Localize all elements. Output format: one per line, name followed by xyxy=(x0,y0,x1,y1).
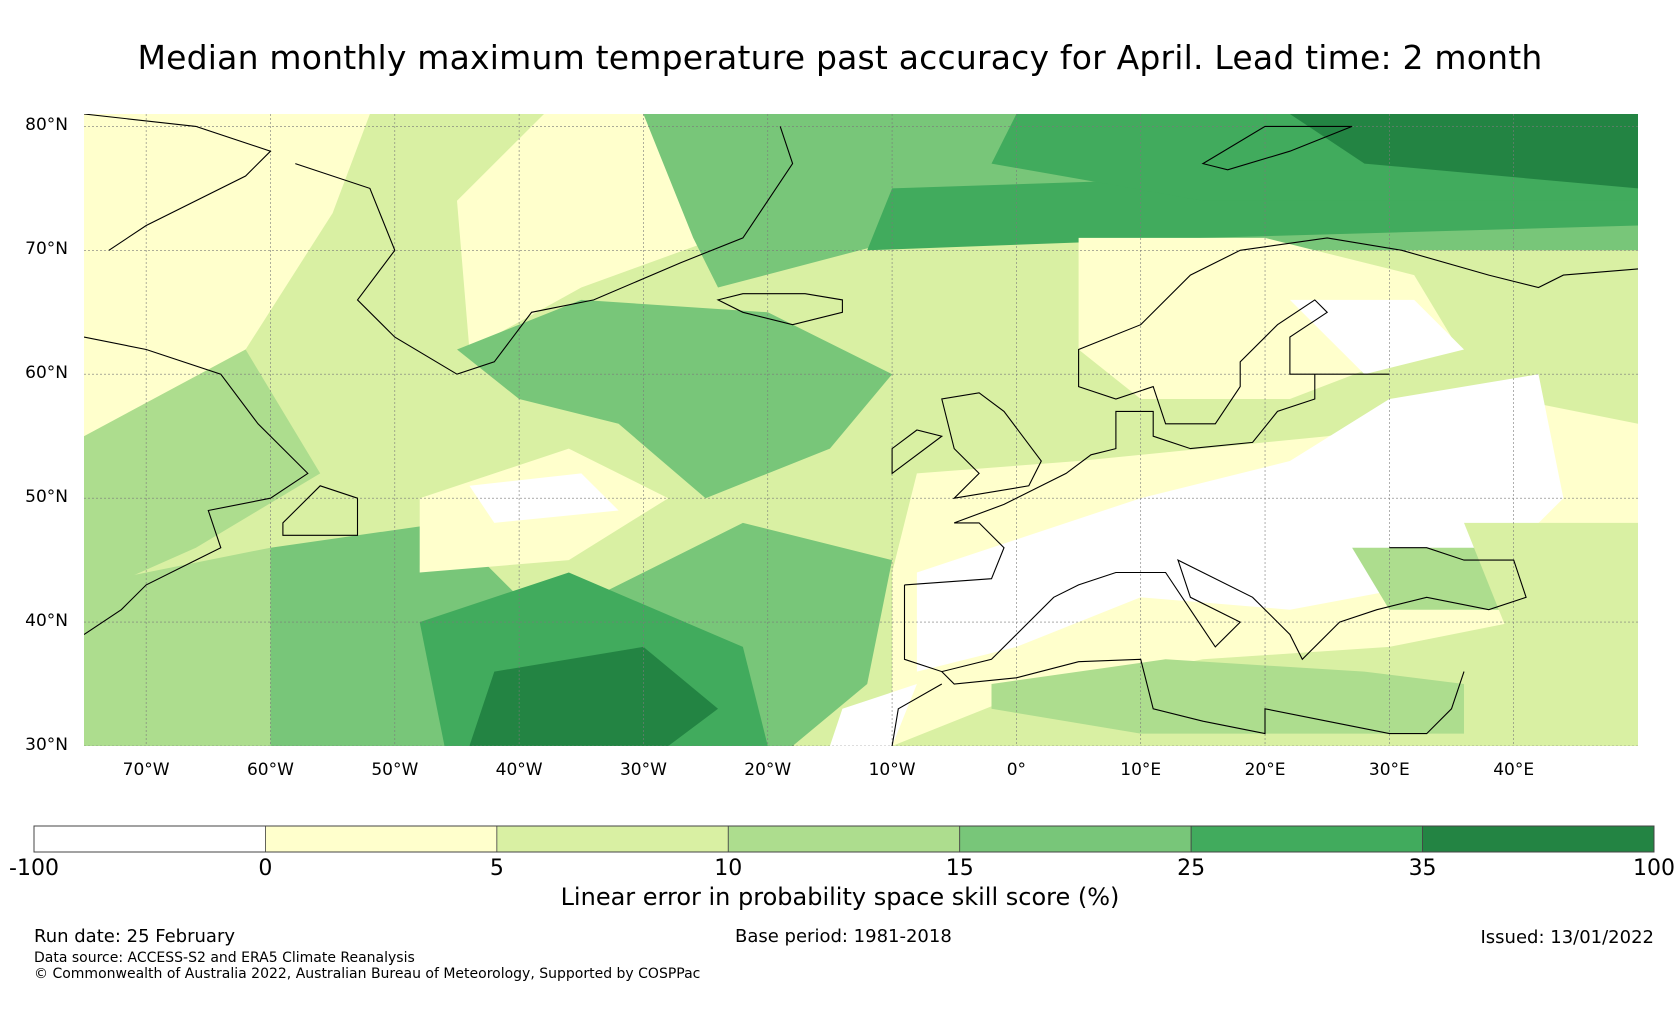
latitude-label: 60°N xyxy=(25,363,68,384)
region-finland-white xyxy=(1289,299,1464,375)
skill-map xyxy=(84,114,1680,746)
colorbar-segment xyxy=(496,825,729,853)
colorbar-segment xyxy=(727,825,961,853)
longitude-label: 70°W xyxy=(122,760,170,780)
colorbar xyxy=(33,825,1655,853)
coast-mediterranean-north xyxy=(903,547,1527,673)
colorbar-segment xyxy=(265,825,498,853)
colorbar-tick: 100 xyxy=(1633,856,1675,881)
colorbar-tick: 15 xyxy=(945,856,974,881)
coast-svalbard xyxy=(1201,125,1353,171)
coast-baffin xyxy=(84,114,272,251)
colorbar-tick: 25 xyxy=(1177,856,1206,881)
colorbar-tick: 35 xyxy=(1408,856,1437,881)
region-subpolar-gyre xyxy=(457,299,893,499)
coast-britain xyxy=(941,392,1042,500)
longitude-label: 30°W xyxy=(619,760,667,780)
coast-europe xyxy=(904,237,1638,586)
longitude-label: 50°W xyxy=(371,760,419,780)
colorbar-tick: 0 xyxy=(258,856,273,881)
colorbar-tick: -100 xyxy=(9,856,59,881)
latitude-label: 80°N xyxy=(25,115,68,136)
region-europe-white xyxy=(916,374,1564,672)
longitude-label: 40°W xyxy=(495,760,543,780)
latitude-label: 50°N xyxy=(25,487,68,508)
colorbar-segment xyxy=(959,825,1192,853)
data-source: Data source: ACCESS-S2 and ERA5 Climate … xyxy=(34,950,415,966)
region-labrador xyxy=(84,349,321,598)
colorbar-label: Linear error in probability space skill … xyxy=(560,883,1120,911)
region-canada-north xyxy=(84,114,370,437)
base-period: Base period: 1981-2018 xyxy=(735,926,952,947)
longitude-label: 40°E xyxy=(1493,760,1535,780)
map-gridlines xyxy=(84,114,1638,746)
chart-title: Median monthly maximum temperature past … xyxy=(137,38,1543,77)
latitude-label: 30°N xyxy=(25,735,68,755)
coast-north-america xyxy=(84,336,309,635)
colorbar-tick: 10 xyxy=(714,856,743,881)
colorbar-segment xyxy=(1190,825,1423,853)
longitude-label: 20°W xyxy=(744,760,792,780)
latitude-label: 70°N xyxy=(25,239,68,260)
longitude-label: 0° xyxy=(1006,760,1027,780)
colorbar-tick: 5 xyxy=(489,856,504,881)
coast-newfoundland xyxy=(282,485,359,536)
colorbar-segment xyxy=(1422,825,1655,853)
coast-greenland xyxy=(295,126,794,375)
longitude-label: 10°E xyxy=(1120,760,1162,780)
coastlines xyxy=(84,114,1680,746)
coast-morocco xyxy=(792,683,943,746)
region-med-south xyxy=(991,659,1464,734)
colorbar-segment xyxy=(33,825,266,853)
run-date: Run date: 25 February xyxy=(34,926,235,947)
issued-date: Issued: 13/01/2022 xyxy=(1480,927,1654,948)
longitude-label: 20°E xyxy=(1244,760,1286,780)
coast-ireland xyxy=(891,429,944,475)
region-barents-deep xyxy=(1289,114,1638,189)
coast-novaya-zemlya xyxy=(1663,164,1680,201)
longitude-label: 30°E xyxy=(1368,760,1410,780)
longitude-label: 10°W xyxy=(868,760,916,780)
coast-iceland xyxy=(716,293,843,326)
latitude-label: 40°N xyxy=(25,611,68,632)
copyright: © Commonwealth of Australia 2022, Austra… xyxy=(34,966,701,982)
region-subtropical-deep xyxy=(469,646,718,746)
coast-north-africa xyxy=(941,658,1465,735)
longitude-label: 60°W xyxy=(246,760,294,780)
